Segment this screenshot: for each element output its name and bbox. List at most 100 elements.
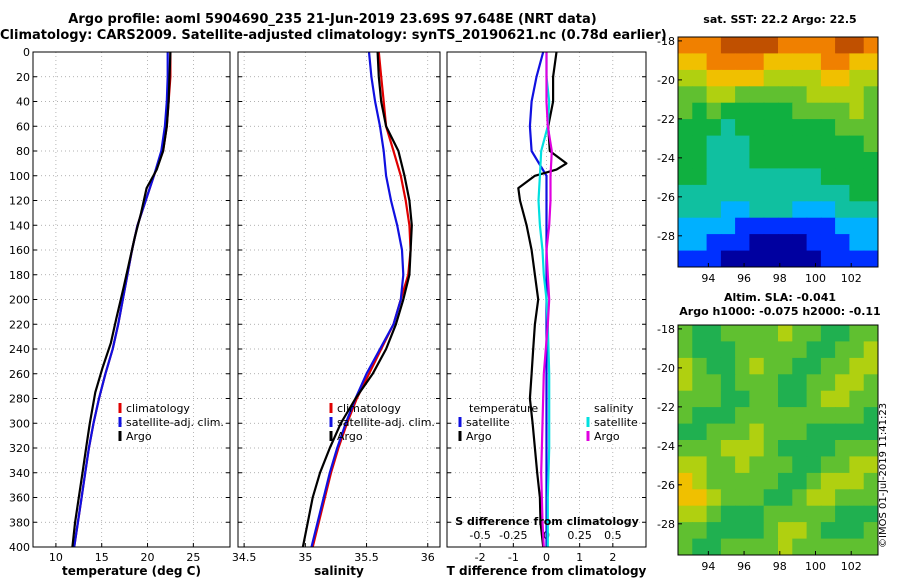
- heatmap-cell: [678, 505, 693, 523]
- heatmap-cell: [735, 234, 750, 252]
- y-tick-label: 200: [9, 294, 30, 307]
- heatmap-cell: [820, 325, 836, 342]
- heatmap-cell: [678, 456, 693, 474]
- heatmap-cell: [820, 440, 836, 457]
- heatmap-cell: [806, 489, 822, 507]
- legend-label: climatology: [126, 402, 190, 415]
- heatmap-cell: [778, 234, 793, 252]
- heatmap-cell: [863, 505, 878, 523]
- heatmap-cell: [763, 168, 779, 186]
- heatmap-cell: [720, 234, 736, 252]
- heatmap-cell: [749, 201, 765, 219]
- heatmap-cell: [720, 102, 736, 120]
- heatmap-cell: [835, 37, 850, 54]
- heatmap-cell: [735, 538, 750, 555]
- heatmap-cell: [849, 341, 865, 359]
- heatmap-cell: [706, 505, 722, 523]
- heatmap-cell: [735, 53, 750, 71]
- heatmap-cell: [763, 538, 779, 555]
- heatmap-cell: [706, 168, 722, 186]
- heatmap-cell: [678, 184, 693, 202]
- heatmap-cell: [849, 53, 865, 71]
- heatmap-cell: [706, 234, 722, 252]
- heatmap-cell: [792, 341, 808, 359]
- heatmap-cell: [792, 217, 808, 235]
- heatmap-cell: [778, 456, 793, 474]
- heatmap-cell: [792, 407, 808, 425]
- heatmap-cell: [706, 407, 722, 425]
- heatmap-cell: [749, 152, 765, 169]
- heatmap-cell: [706, 423, 722, 441]
- heatmap-cell: [820, 522, 836, 540]
- heatmap-cell: [678, 250, 693, 267]
- heatmap-cell: [849, 472, 865, 490]
- heatmap-cell: [706, 53, 722, 71]
- heatmap-cell: [835, 86, 850, 104]
- heatmap-cell: [820, 489, 836, 507]
- heatmap-cell: [706, 357, 722, 375]
- heatmap-cell: [749, 53, 765, 71]
- heatmap-cell: [792, 489, 808, 507]
- heatmap-cell: [692, 69, 708, 87]
- heatmap-cell: [778, 505, 793, 523]
- heatmap-cell: [692, 489, 708, 507]
- heatmap-cell: [678, 37, 693, 54]
- map-y-tick-label: -26: [657, 479, 675, 492]
- map-x-tick-label: 96: [737, 272, 751, 285]
- heatmap-cell: [806, 374, 822, 392]
- heatmap-cell: [678, 152, 693, 169]
- y-tick-label: 360: [9, 492, 30, 505]
- heatmap-cell: [749, 119, 765, 137]
- map-frame: [677, 324, 879, 556]
- map-y-tick-label: -18: [657, 323, 675, 336]
- heatmap-cell: [778, 37, 793, 54]
- heatmap-cell: [778, 168, 793, 186]
- y-tick-label: 120: [9, 195, 30, 208]
- heatmap-cell: [692, 250, 708, 267]
- map-y-tick-label: -20: [657, 74, 675, 87]
- heatmap-cell: [778, 152, 793, 169]
- x2-tick-label: -0.5: [469, 529, 490, 542]
- heatmap-cell: [835, 53, 850, 71]
- heatmap-cell: [849, 250, 865, 267]
- map-x-tick-label: 102: [841, 272, 862, 285]
- heatmap-cell: [749, 250, 765, 267]
- x-tick-label: 1: [576, 551, 583, 564]
- heatmap-cell: [778, 69, 793, 87]
- heatmap-cell: [749, 456, 765, 474]
- heatmap-cell: [820, 135, 836, 153]
- heatmap-cell: [720, 250, 736, 267]
- heatmap-cell: [863, 472, 878, 490]
- y-tick-label: 60: [16, 120, 30, 133]
- heatmap-cell: [749, 217, 765, 235]
- heatmap-cell: [863, 201, 878, 219]
- series-line-salinity-argo: [540, 52, 553, 548]
- heatmap-cell: [720, 472, 736, 490]
- heatmap-cell: [863, 538, 878, 555]
- heatmap-cell: [863, 341, 878, 359]
- heatmap-cell: [835, 168, 850, 186]
- heatmap-cell: [778, 489, 793, 507]
- heatmap-cell: [806, 440, 822, 457]
- heatmap-cell: [720, 86, 736, 104]
- heatmap-cell: [820, 184, 836, 202]
- heatmap-cell: [792, 69, 808, 87]
- heatmap-cell: [720, 53, 736, 71]
- heatmap-cell: [863, 234, 878, 252]
- heatmap-cell: [863, 374, 878, 392]
- heatmap-cell: [749, 538, 765, 555]
- heatmap-cell: [692, 217, 708, 235]
- heatmap-cell: [749, 357, 765, 375]
- heatmap-cell: [692, 505, 708, 523]
- heatmap-cell: [763, 37, 779, 54]
- heatmap-cell: [678, 69, 693, 87]
- heatmap-cell: [763, 472, 779, 490]
- heatmap-cell: [792, 37, 808, 54]
- heatmap-cell: [763, 152, 779, 169]
- heatmap-cell: [778, 135, 793, 153]
- title-line-2: Climatology: CARS2009. Satellite-adjuste…: [0, 28, 667, 43]
- map-y-tick-label: -24: [657, 152, 675, 165]
- x-axis-label: temperature (deg C): [62, 564, 201, 578]
- y-tick-label: 40: [16, 96, 30, 109]
- heatmap-cell: [763, 440, 779, 457]
